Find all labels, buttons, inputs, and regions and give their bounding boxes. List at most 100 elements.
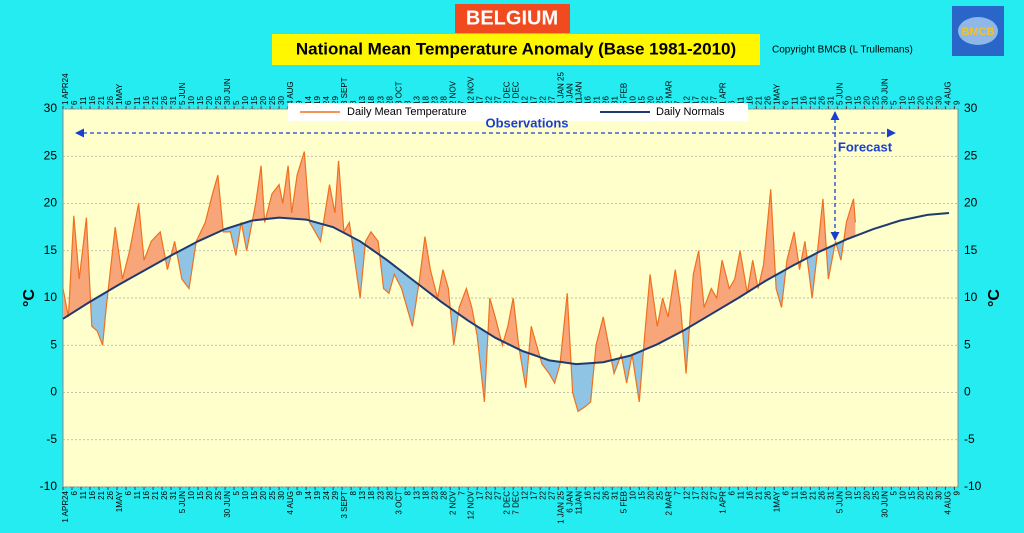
- x-tick-label: 25: [871, 490, 880, 499]
- y-axis-label: °C: [21, 289, 38, 307]
- y-tick-label: 30: [44, 101, 58, 115]
- x-tick-label: 15: [637, 490, 646, 499]
- x-tick-label: 27: [547, 490, 556, 499]
- x-tick-label-top: 26: [601, 96, 610, 105]
- x-tick-label-top: 12: [520, 96, 529, 105]
- x-tick-label-top: 1 JAN 25: [556, 72, 565, 105]
- x-tick-label: 16: [88, 490, 97, 499]
- x-tick-label: 15: [853, 490, 862, 499]
- x-tick-label-top: 28: [385, 96, 394, 105]
- x-tick-label: 21: [754, 490, 763, 499]
- y-tick-label: 25: [44, 148, 58, 162]
- x-tick-label: 6 JAN: [565, 491, 574, 513]
- x-tick-label: 8: [403, 490, 412, 495]
- observed-line: [62, 151, 856, 413]
- x-tick-label: 26: [160, 490, 169, 499]
- anomaly-fill-above: [63, 151, 856, 365]
- x-tick-label: 30 JUN: [223, 491, 232, 518]
- x-tick-label-top: 27: [709, 96, 718, 105]
- x-tick-label: 21: [808, 490, 817, 499]
- x-tick-label-top: 19: [313, 96, 322, 105]
- x-tick-label: 2 MAR: [664, 491, 673, 516]
- x-tick-label-top: 15: [853, 96, 862, 105]
- x-tick-label-top: 5 FEB: [619, 83, 628, 105]
- y-tick-label: 0: [50, 385, 57, 399]
- x-tick-label-top: 22: [538, 96, 547, 105]
- x-tick-label-top: 10: [241, 96, 250, 105]
- x-tick-label-top: 9: [295, 100, 304, 105]
- y-tick-label: -10: [40, 479, 58, 493]
- x-tick-label-top: 26: [763, 96, 772, 105]
- x-tick-label-top: 13: [412, 96, 421, 105]
- x-tick-label: 10: [898, 490, 907, 499]
- x-tick-label: 28: [439, 490, 448, 499]
- x-tick-label-top: 1MAY: [772, 83, 781, 105]
- x-tick-label: 30: [277, 490, 286, 499]
- x-tick-label: 7: [457, 490, 466, 495]
- x-tick-label-top: 5: [889, 100, 898, 105]
- x-tick-label-top: 25: [655, 96, 664, 105]
- x-tick-label: 6: [727, 490, 736, 495]
- x-tick-label-top: 6: [727, 100, 736, 105]
- x-tick-label-top: 17: [475, 96, 484, 105]
- x-tick-label: 25: [925, 490, 934, 499]
- x-tick-label-top: 11: [790, 96, 799, 105]
- x-tick-label: 25: [655, 490, 664, 499]
- x-tick-label-top: 6: [124, 100, 133, 105]
- x-tick-label: 7: [673, 490, 682, 495]
- x-tick-label: 16: [583, 490, 592, 499]
- x-tick-label: 17: [475, 490, 484, 499]
- x-tick-label-top: 7: [457, 100, 466, 105]
- x-tick-label: 20: [916, 490, 925, 499]
- x-tick-label: 11: [79, 490, 88, 499]
- x-tick-label-top: 2 DEC: [502, 81, 511, 105]
- x-tick-label-top: 11: [133, 96, 142, 105]
- x-tick-label-top: 10: [844, 96, 853, 105]
- x-tick-label: 26: [763, 490, 772, 499]
- y2-tick-label: 0: [964, 385, 971, 399]
- x-tick-label: 12: [520, 490, 529, 499]
- x-tick-label-top: 4 AUG: [286, 81, 295, 105]
- x-tick-label-top: 20: [646, 96, 655, 105]
- x-tick-label: 10: [187, 490, 196, 499]
- x-tick-label-top: 3 SEPT: [340, 77, 349, 105]
- x-tick-label: 5 JUN: [835, 491, 844, 513]
- x-tick-label-top: 17: [529, 96, 538, 105]
- x-tick-label: 21: [151, 490, 160, 499]
- x-tick-label-top: 16: [745, 96, 754, 105]
- y2-tick-label: -5: [964, 432, 975, 446]
- x-tick-label-top: 20: [205, 96, 214, 105]
- x-tick-label-top: 16: [88, 96, 97, 105]
- x-tick-label-top: 3 OCT: [394, 81, 403, 105]
- x-tick-label-top: 23: [430, 96, 439, 105]
- x-tick-label: 4 AUG: [944, 491, 953, 515]
- x-tick-label: 15: [250, 490, 259, 499]
- x-tick-label: 6: [124, 490, 133, 495]
- subtitle-box: [272, 34, 760, 65]
- x-tick-label: 20: [862, 490, 871, 499]
- x-tick-label: 27: [709, 490, 718, 499]
- x-tick-label: 12 NOV: [466, 490, 475, 519]
- x-tick-label-top: 25: [214, 96, 223, 105]
- forecast-label: Forecast: [838, 139, 893, 154]
- x-tick-label-top: 2 NOV: [448, 80, 457, 105]
- x-tick-label: 22: [700, 490, 709, 499]
- x-tick-label-top: 15: [907, 96, 916, 105]
- x-tick-label: 21: [592, 490, 601, 499]
- x-tick-label-top: 22: [484, 96, 493, 105]
- x-tick-label-top: 21: [151, 96, 160, 105]
- x-tick-label-top: 30: [277, 96, 286, 105]
- x-tick-label: 8: [349, 490, 358, 495]
- x-tick-label-top: 15: [637, 96, 646, 105]
- x-tick-label: 29: [331, 490, 340, 499]
- x-tick-label: 20: [205, 490, 214, 499]
- x-tick-label-top: 8: [349, 100, 358, 105]
- x-tick-label: 7 DEC: [511, 491, 520, 515]
- y2-axis-label: °C: [986, 289, 1003, 307]
- x-tick-label: 17: [529, 490, 538, 499]
- y-tick-label: 5: [50, 337, 57, 351]
- x-tick-label: 14: [304, 490, 313, 499]
- x-tick-label-top: 16: [583, 96, 592, 105]
- y2-tick-label: 20: [964, 196, 978, 210]
- x-tick-label-top: 10: [187, 96, 196, 105]
